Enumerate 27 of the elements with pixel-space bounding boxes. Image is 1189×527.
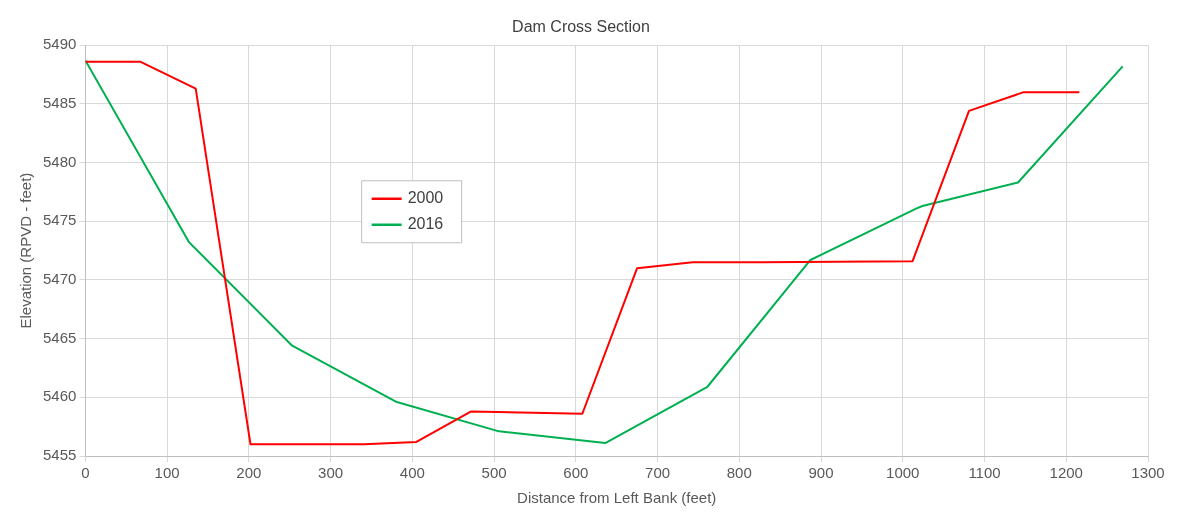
- x-tick-label: 1300: [1131, 464, 1165, 482]
- x-tick-label: 900: [808, 464, 834, 482]
- y-axis-title: Elevation (RPVD - feet): [17, 172, 35, 329]
- y-tick-label: 5455: [42, 446, 77, 464]
- x-tick-label: 800: [726, 464, 752, 482]
- x-tick-label: 300: [318, 464, 344, 482]
- x-tick-label: 400: [399, 464, 425, 482]
- y-tick-label: 5465: [42, 328, 77, 346]
- x-tick-label: 1200: [1049, 464, 1083, 482]
- y-tick-label: 5480: [42, 152, 77, 170]
- legend-label: 2000: [407, 189, 444, 207]
- x-tick-label: 700: [645, 464, 671, 482]
- y-tick-label: 5460: [42, 387, 77, 405]
- x-tick-label: 600: [563, 464, 589, 482]
- x-tick-label: 500: [481, 464, 507, 482]
- y-tick-label: 5490: [42, 35, 77, 53]
- x-tick-label: 0: [81, 464, 90, 482]
- x-axis-title: Distance from Left Bank (feet): [517, 489, 717, 507]
- x-tick-label: 1000: [886, 464, 920, 482]
- x-tick-label: 200: [236, 464, 262, 482]
- chart-title: Dam Cross Section: [512, 18, 650, 36]
- y-tick-label: 5485: [42, 94, 77, 112]
- legend-label: 2016: [407, 215, 444, 233]
- x-tick-label: 100: [154, 464, 180, 482]
- y-tick-label: 5470: [42, 270, 77, 288]
- y-tick-label: 5475: [42, 211, 77, 229]
- x-tick-label: 1100: [968, 464, 1001, 482]
